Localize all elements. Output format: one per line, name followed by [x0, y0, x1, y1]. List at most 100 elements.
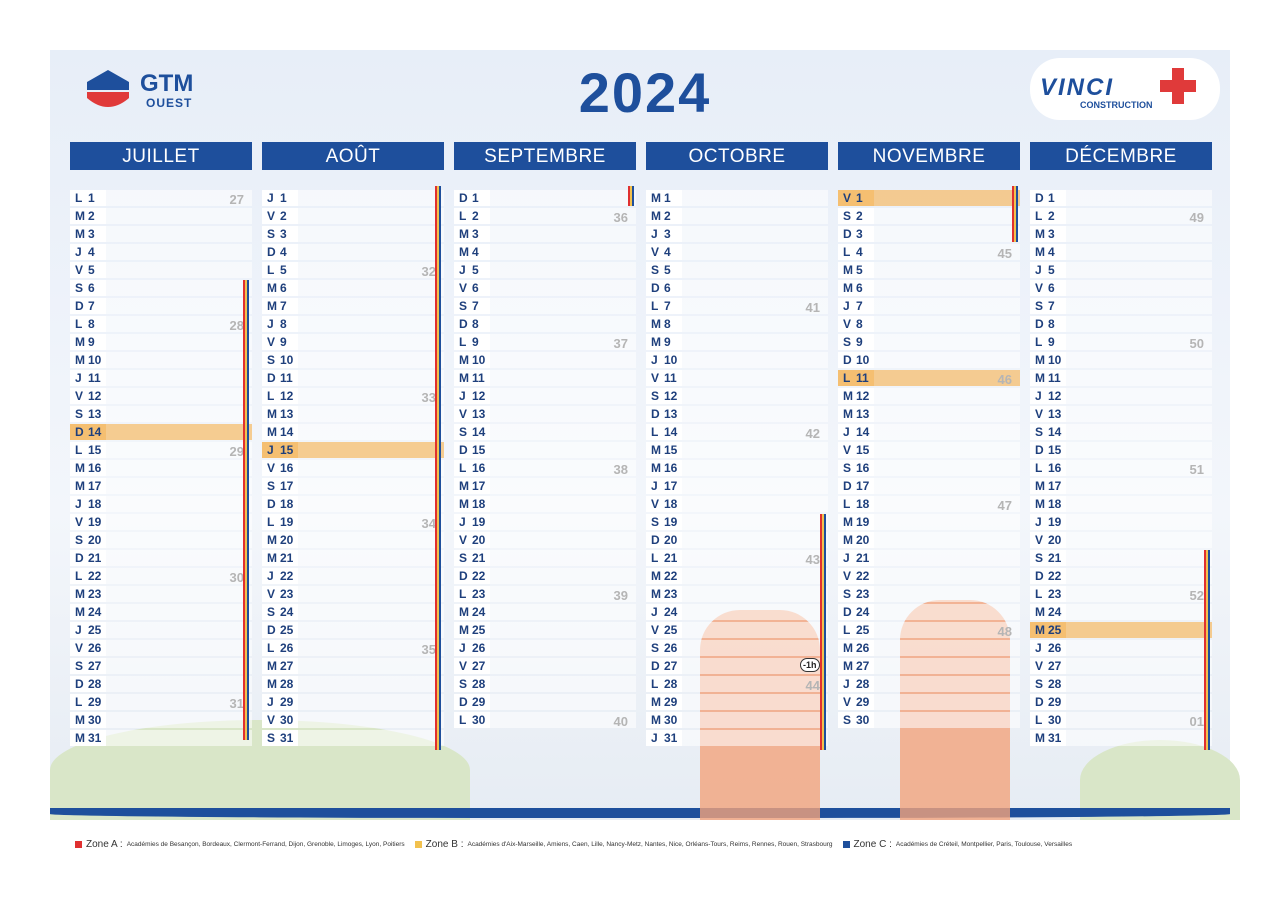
- day-number: 19: [664, 515, 678, 529]
- day-letter: J: [267, 695, 274, 709]
- row-band: [454, 316, 636, 332]
- row-band: [838, 694, 1020, 710]
- row-band-left: [838, 460, 874, 476]
- day-number: 22: [1048, 569, 1062, 583]
- day-number: 22: [856, 569, 870, 583]
- day-letter: M: [75, 227, 85, 241]
- day-letter: D: [1035, 317, 1044, 331]
- day-number: 15: [856, 443, 870, 457]
- day-number: 1: [856, 191, 863, 205]
- day-row: M 16: [70, 460, 252, 476]
- row-band: [1030, 406, 1212, 422]
- day-letter: J: [75, 497, 82, 511]
- row-band-left: [1030, 496, 1066, 512]
- bottom-wave: [50, 808, 1230, 818]
- row-band: [646, 460, 828, 476]
- row-band-left: [262, 298, 298, 314]
- row-band-left: [1030, 712, 1066, 728]
- day-number: 17: [472, 479, 486, 493]
- day-row: S 21: [454, 550, 636, 566]
- day-row: J 19: [1030, 514, 1212, 530]
- row-band-left: [262, 334, 298, 350]
- day-letter: S: [1035, 299, 1044, 313]
- row-band-left: [646, 460, 682, 476]
- row-band: [646, 190, 828, 206]
- row-band: [70, 514, 252, 530]
- day-letter: L: [75, 443, 83, 457]
- day-number: 10: [664, 353, 678, 367]
- day-number: 5: [664, 263, 671, 277]
- row-band: [454, 496, 636, 512]
- row-band: [262, 244, 444, 260]
- day-number: 1: [88, 191, 95, 205]
- row-band: [1030, 640, 1212, 656]
- day-letter: V: [459, 407, 468, 421]
- row-band-left: [1030, 280, 1066, 296]
- row-band-left: [70, 334, 106, 350]
- day-number: 3: [88, 227, 95, 241]
- row-band-left: [454, 370, 490, 386]
- legend-text: Académies d'Aix-Marseille, Amiens, Caen,…: [467, 841, 833, 848]
- day-row: J 31: [646, 730, 828, 746]
- row-band-left: [838, 568, 874, 584]
- row-band: [646, 496, 828, 512]
- row-band: [70, 622, 252, 638]
- row-band: [70, 586, 252, 602]
- day-letter: D: [459, 695, 468, 709]
- row-band: [454, 694, 636, 710]
- row-band: [262, 406, 444, 422]
- day-letter: S: [651, 263, 660, 277]
- day-number: 26: [856, 641, 870, 655]
- day-number: 15: [280, 443, 294, 457]
- day-letter: M: [75, 353, 85, 367]
- day-row: J 11: [70, 370, 252, 386]
- row-band-left: [454, 226, 490, 242]
- day-number: 24: [856, 605, 870, 619]
- row-band: [70, 712, 252, 728]
- row-band: [646, 568, 828, 584]
- row-band: [70, 208, 252, 224]
- row-band-left: [262, 568, 298, 584]
- day-row: M 12: [838, 388, 1020, 404]
- row-band-left: [454, 478, 490, 494]
- day-row: S 23: [838, 586, 1020, 602]
- day-row: D 15: [1030, 442, 1212, 458]
- row-band: [838, 262, 1020, 278]
- row-band: [262, 478, 444, 494]
- day-number: 28: [856, 677, 870, 691]
- row-band: [1030, 388, 1212, 404]
- day-number: 27: [664, 659, 678, 673]
- day-letter: M: [843, 281, 853, 295]
- row-band: [646, 334, 828, 350]
- day-row: J 26: [1030, 640, 1212, 656]
- day-row: L 25 48: [838, 622, 1020, 639]
- day-number: 14: [280, 425, 294, 439]
- day-number: 17: [280, 479, 294, 493]
- day-row: D 27 -1h: [646, 658, 828, 674]
- day-letter: D: [1035, 695, 1044, 709]
- row-band-left: [1030, 244, 1066, 260]
- day-row: L 28 44: [646, 676, 828, 693]
- day-number: 16: [88, 461, 102, 475]
- day-number: 17: [856, 479, 870, 493]
- row-band-left: [454, 712, 490, 728]
- day-number: 13: [472, 407, 486, 421]
- day-row: V 16: [262, 460, 444, 476]
- day-row: J 28: [838, 676, 1020, 692]
- day-number: 25: [88, 623, 102, 637]
- row-band-left: [646, 532, 682, 548]
- row-band-left: [70, 208, 106, 224]
- day-row: M 19: [838, 514, 1020, 530]
- day-letter: J: [843, 677, 850, 691]
- row-band: [646, 712, 828, 728]
- day-letter: D: [843, 227, 852, 241]
- row-band: [1030, 514, 1212, 530]
- row-band: [262, 334, 444, 350]
- row-band: [838, 190, 1020, 206]
